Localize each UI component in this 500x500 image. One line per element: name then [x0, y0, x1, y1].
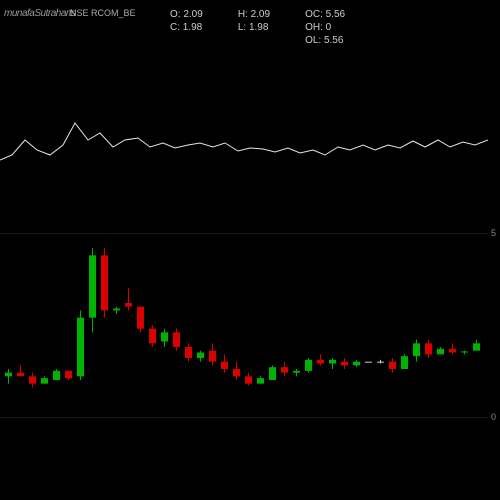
price-candlestick-chart: 5 0	[0, 215, 500, 435]
gridline-5	[0, 233, 488, 234]
ohlc-l-value: 1.98	[249, 22, 268, 33]
ohlc-oh-label: OH:	[305, 22, 326, 33]
ohlc-h-value: 2.09	[251, 9, 270, 20]
y-axis-label-5: 5	[491, 228, 496, 238]
indicator-line-chart	[0, 55, 500, 210]
watermark-text: munafaSutraharts	[4, 8, 76, 19]
ohlc-ol-label: OL:	[305, 35, 324, 46]
ohlc-stats: O: 2.09 C: 1.98 H: 2.09 L: 1.98 OC: 5.56…	[170, 8, 380, 47]
gridline-0	[0, 417, 488, 418]
ohlc-o-value: 2.09	[183, 9, 202, 20]
y-axis-label-0: 0	[491, 412, 496, 422]
ohlc-oc-label: OC:	[305, 9, 326, 20]
ohlc-l-label: L:	[238, 22, 249, 33]
ohlc-oh-value: 0	[326, 22, 332, 33]
ohlc-oc-value: 5.56	[326, 9, 345, 20]
ohlc-c-value: 1.98	[183, 22, 202, 33]
ohlc-ol-value: 5.56	[324, 35, 343, 46]
ticker-symbol: NSE RCOM_BE	[70, 8, 136, 18]
ohlc-c-label: C:	[170, 22, 183, 33]
ohlc-h-label: H:	[238, 9, 251, 20]
ohlc-o-label: O:	[170, 9, 183, 20]
